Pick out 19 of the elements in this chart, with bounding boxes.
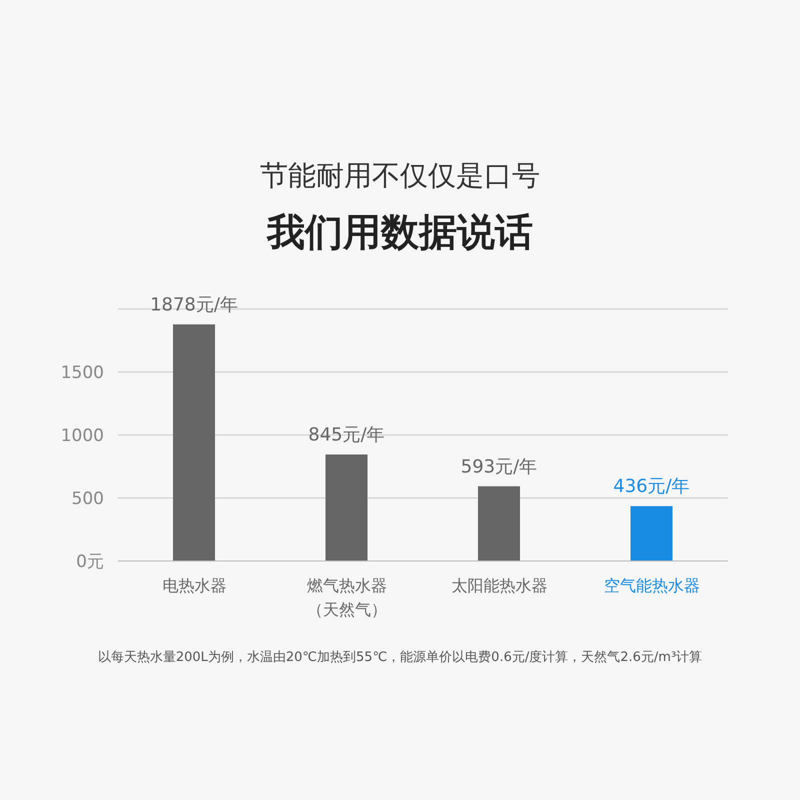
data-label: 1878元/年 [150, 294, 238, 316]
bar [630, 506, 672, 561]
x-tick-label: 燃气热水器（天然气） [306, 576, 387, 619]
text: 以每天热水量200L为例，水温由20℃加热到55℃，能源单价以电费0.6元/度计算，天然气2.6元/m³计算 [98, 650, 702, 665]
data-label: 436元/年 [613, 476, 690, 498]
bar [478, 486, 520, 561]
x-tick-label: 电热水器 [162, 576, 226, 595]
y-tick-label: 0元 [76, 552, 104, 572]
x-tick-label: 空气能热水器 [604, 576, 700, 595]
y-tick-label: 500 [72, 489, 104, 510]
chart-subtitle: 我们用数据说话 [267, 210, 533, 254]
x-tick-label: 太阳能热水器 [451, 576, 548, 595]
bar [173, 324, 215, 561]
data-label: 593元/年 [460, 456, 538, 478]
y-tick-label: 1500 [60, 363, 104, 384]
chart-title: 节能耐用不仅仅是口号 [260, 159, 540, 192]
bar [326, 454, 368, 561]
y-tick-label: 1000 [60, 426, 104, 446]
data-label: 845元/年 [308, 424, 385, 446]
